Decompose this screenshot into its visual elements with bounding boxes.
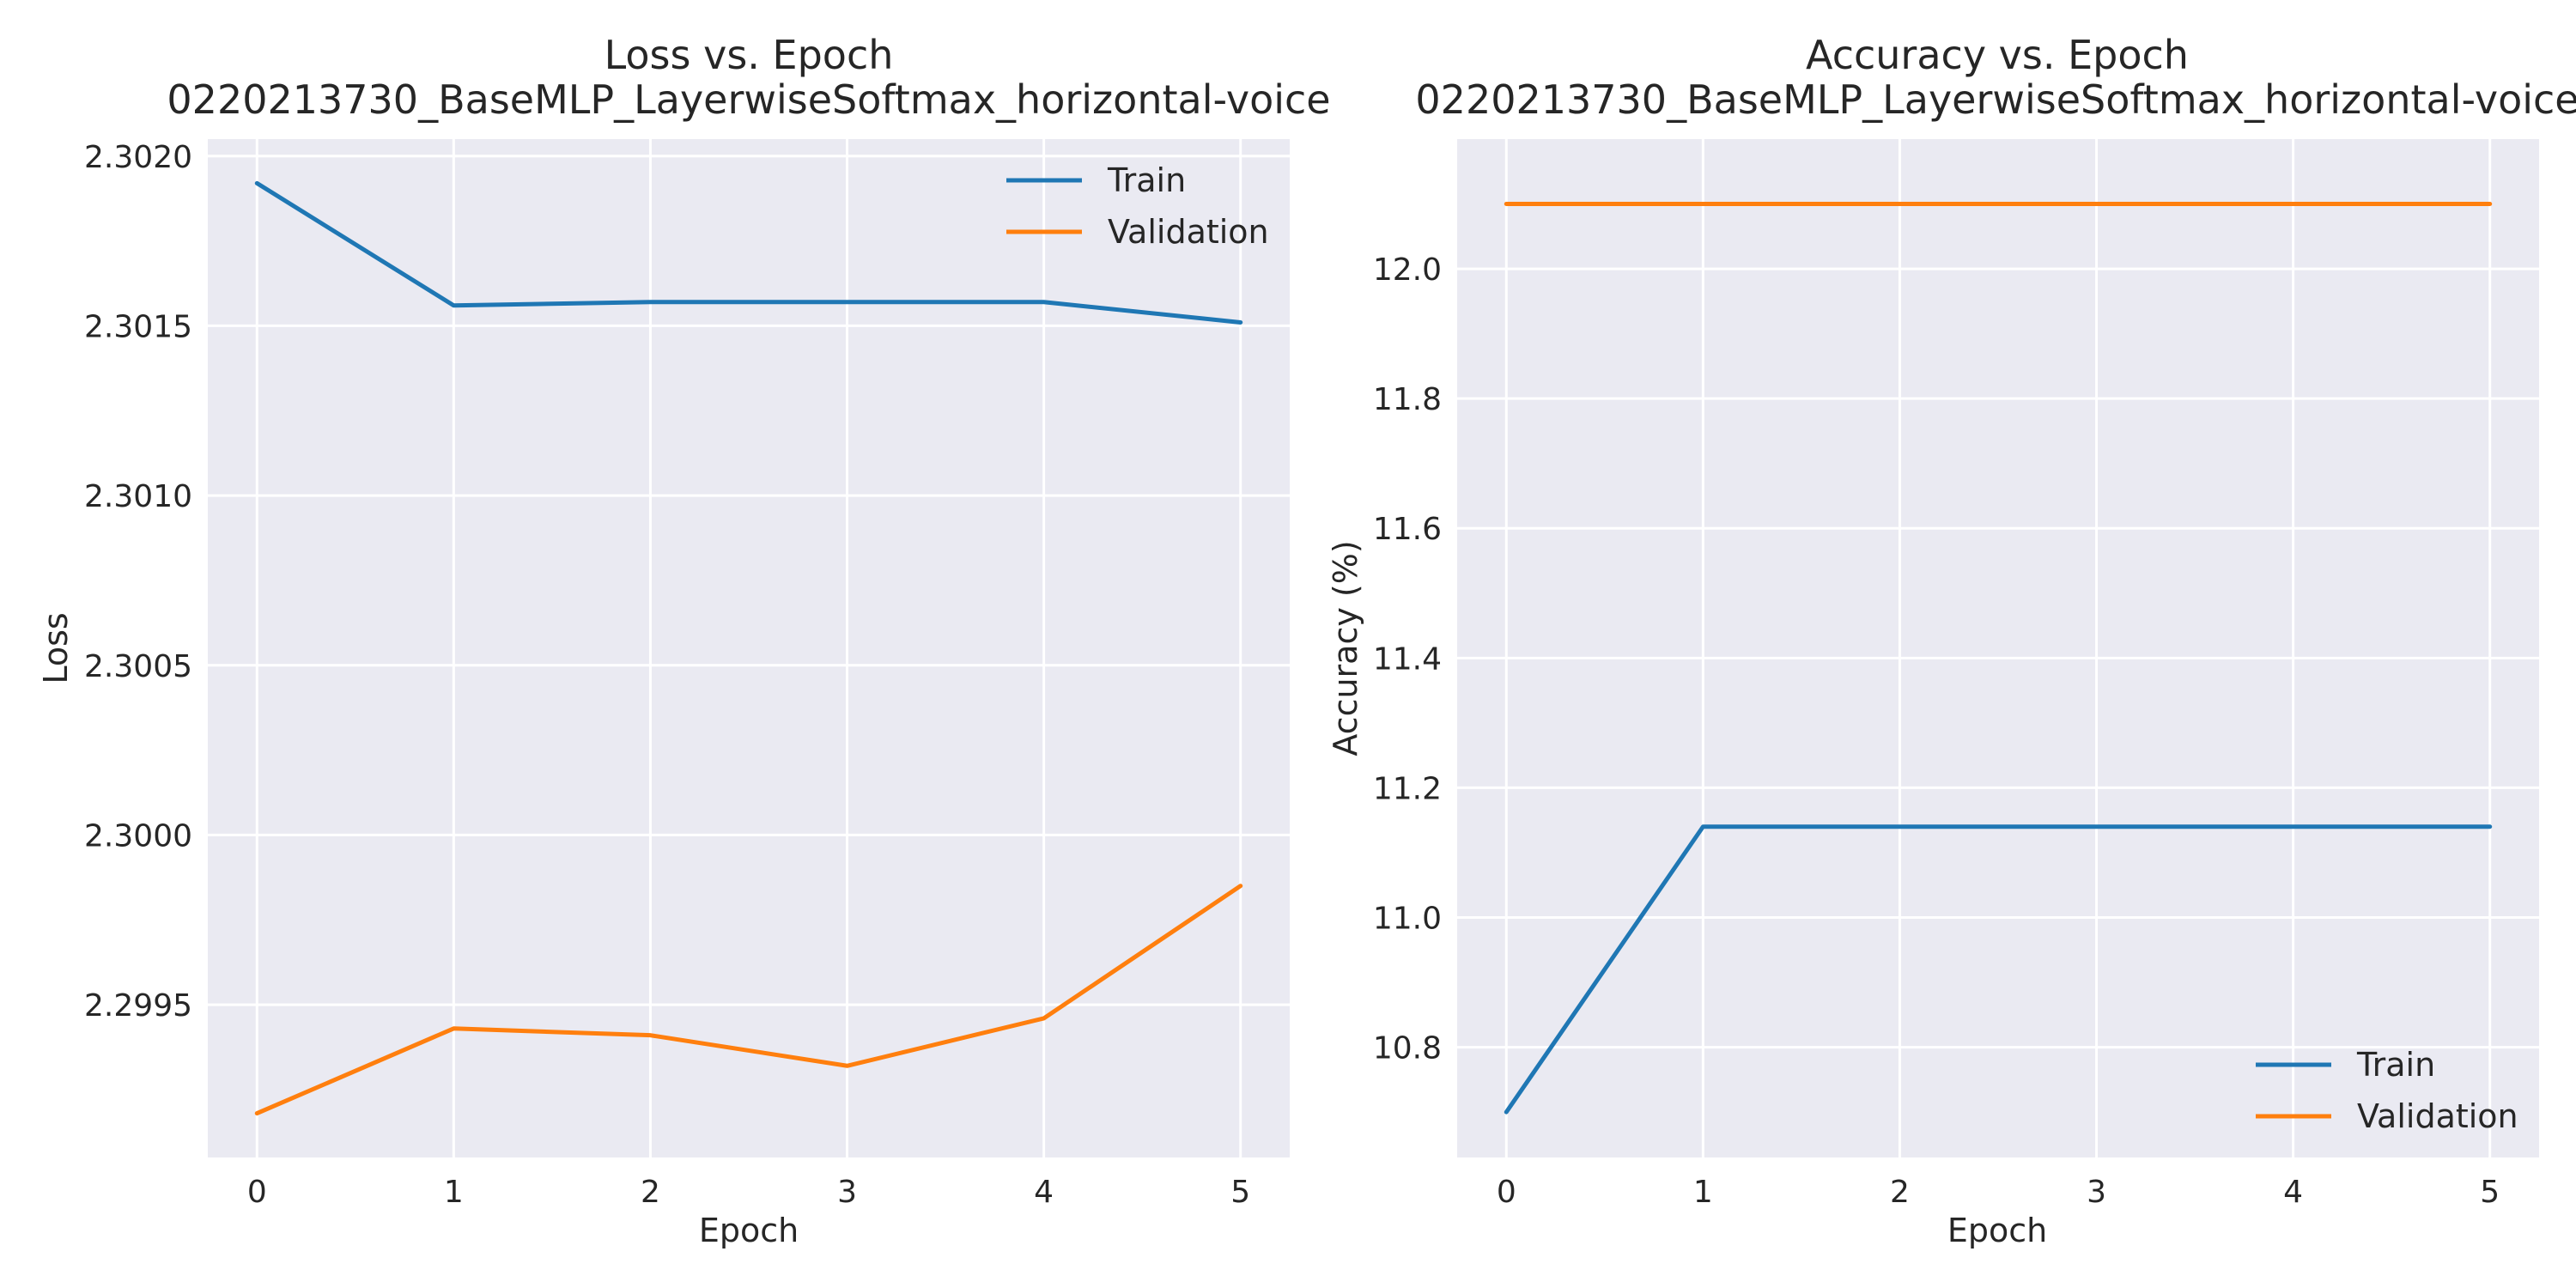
loss-chart-title: Loss vs. Epoch — [605, 32, 894, 78]
loss-x-tick-label: 4 — [1034, 1175, 1054, 1210]
accuracy-y-tick-label: 11.8 — [1373, 382, 1442, 417]
accuracy-chart-panel: Accuracy vs. Epoch 0220213730_BaseMLP_La… — [1327, 32, 2576, 1249]
accuracy-y-tick-label: 11.0 — [1373, 901, 1442, 936]
loss-x-axis-label: Epoch — [699, 1212, 799, 1249]
loss-validation-line — [254, 884, 1243, 1116]
accuracy-y-tick-label: 11.2 — [1373, 771, 1442, 806]
accuracy-legend-label-validation: Validation — [2357, 1097, 2518, 1135]
accuracy-chart-subtitle: 0220213730_BaseMLP_LayerwiseSoftmax_hori… — [1415, 76, 2576, 123]
accuracy-train-line — [1504, 824, 2493, 1115]
loss-y-tick-label: 2.3000 — [84, 818, 192, 854]
accuracy-x-axis-label: Epoch — [1947, 1212, 2047, 1249]
accuracy-x-tick-label: 4 — [2283, 1175, 2303, 1210]
accuracy-legend-label-train: Train — [2356, 1046, 2435, 1084]
loss-x-tick-label: 5 — [1230, 1175, 1250, 1210]
loss-legend-label-validation: Validation — [1108, 213, 1269, 251]
loss-x-tick-label: 1 — [444, 1175, 464, 1210]
loss-y-axis-label: Loss — [37, 612, 75, 683]
accuracy-y-tick-label: 12.0 — [1373, 252, 1442, 288]
loss-x-tick-label: 0 — [247, 1175, 267, 1210]
accuracy-y-ticks: 10.8 11.0 11.2 11.4 11.6 11.8 12.0 — [1373, 252, 1442, 1066]
accuracy-series — [1504, 202, 2493, 1115]
accuracy-x-tick-label: 0 — [1497, 1175, 1516, 1210]
loss-chart-subtitle: 0220213730_BaseMLP_LayerwiseSoftmax_hori… — [167, 76, 1330, 123]
accuracy-x-ticks: 0 1 2 3 4 5 — [1497, 1175, 2500, 1210]
loss-chart-panel: Loss vs. Epoch 0220213730_BaseMLP_Layerw… — [37, 32, 1331, 1249]
accuracy-x-tick-label: 1 — [1693, 1175, 1713, 1210]
loss-series — [254, 180, 1243, 1116]
accuracy-x-tick-label: 2 — [1890, 1175, 1910, 1210]
accuracy-y-tick-label: 11.4 — [1373, 641, 1442, 677]
accuracy-y-tick-label: 11.6 — [1373, 512, 1442, 547]
loss-grid — [208, 139, 1290, 1157]
accuracy-x-tick-label: 5 — [2480, 1175, 2500, 1210]
loss-train-line — [254, 180, 1243, 325]
loss-y-tick-label: 2.2995 — [84, 988, 192, 1024]
loss-y-tick-label: 2.3020 — [84, 140, 192, 175]
accuracy-grid — [1457, 139, 2539, 1157]
accuracy-x-tick-label: 3 — [2087, 1175, 2106, 1210]
loss-legend-label-train: Train — [1107, 161, 1186, 199]
loss-y-ticks: 2.2995 2.3000 2.3005 2.3010 2.3015 2.3020 — [84, 140, 192, 1024]
loss-y-tick-label: 2.3010 — [84, 479, 192, 514]
loss-y-tick-label: 2.3015 — [84, 309, 192, 344]
accuracy-legend: Train Validation — [2256, 1046, 2518, 1135]
loss-x-ticks: 0 1 2 3 4 5 — [247, 1175, 1250, 1210]
accuracy-y-tick-label: 10.8 — [1373, 1031, 1442, 1066]
accuracy-plot-area — [1457, 139, 2539, 1157]
accuracy-chart-title: Accuracy vs. Epoch — [1806, 32, 2189, 78]
loss-x-tick-label: 2 — [641, 1175, 660, 1210]
loss-y-tick-label: 2.3005 — [84, 649, 192, 684]
accuracy-y-axis-label: Accuracy (%) — [1327, 540, 1364, 756]
loss-x-tick-label: 3 — [837, 1175, 857, 1210]
loss-legend: Train Validation — [1006, 161, 1269, 251]
